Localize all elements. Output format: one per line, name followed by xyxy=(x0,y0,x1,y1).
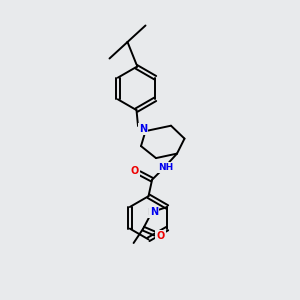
Text: O: O xyxy=(157,231,165,242)
Text: H: H xyxy=(148,208,154,217)
Text: O: O xyxy=(131,166,139,176)
Text: N: N xyxy=(139,124,147,134)
Text: NH: NH xyxy=(158,163,173,172)
Text: N: N xyxy=(150,207,158,218)
